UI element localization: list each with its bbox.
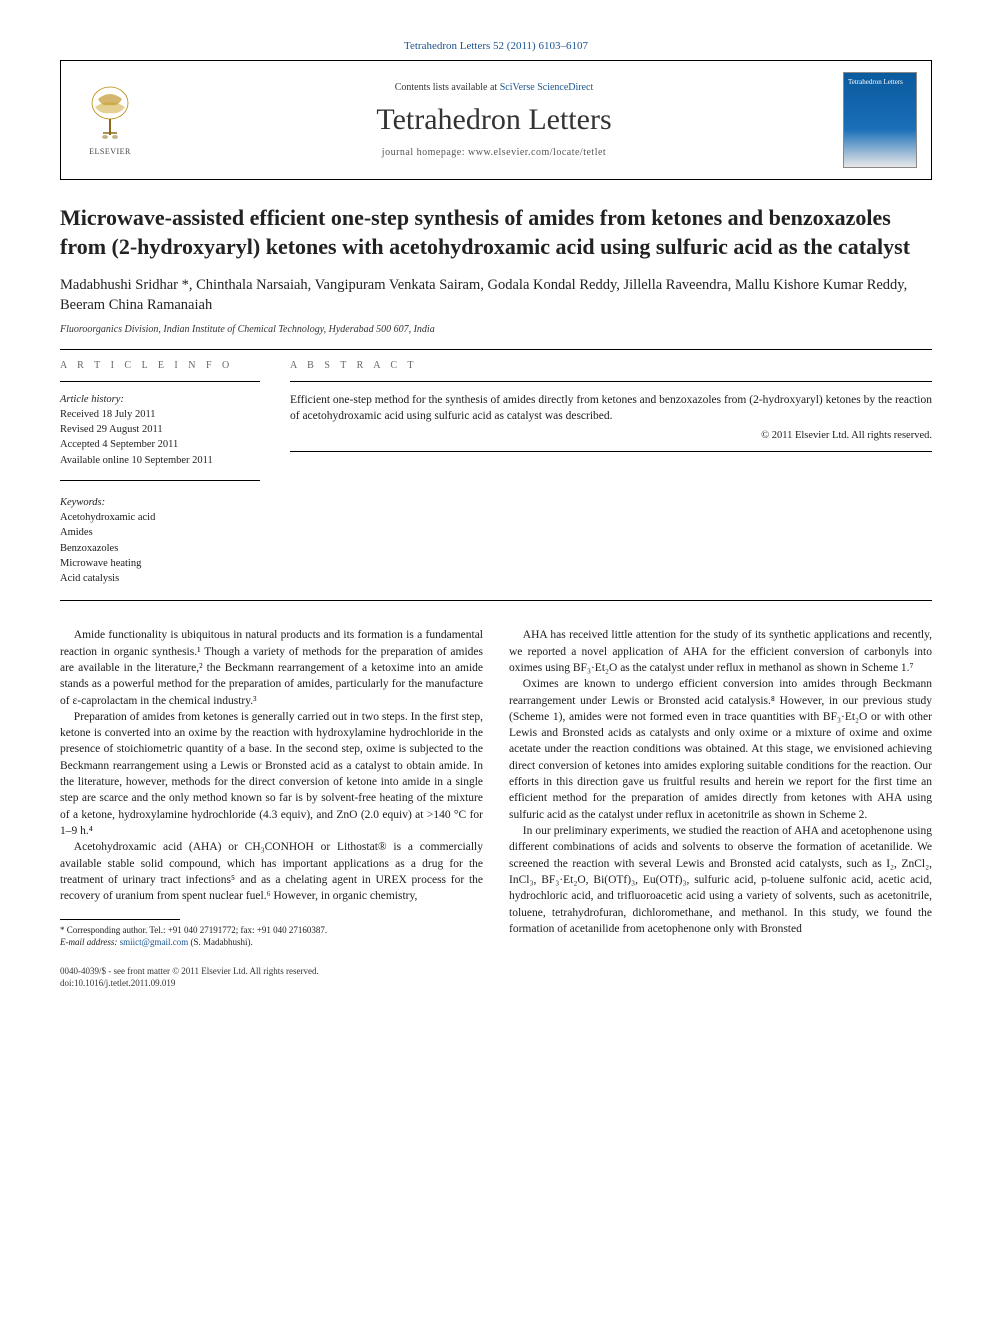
divider — [290, 451, 932, 452]
footnote-separator — [60, 919, 180, 920]
email-label: E-mail address: — [60, 937, 117, 947]
keyword: Benzoxazoles — [60, 541, 260, 556]
body-paragraph: In our preliminary experiments, we studi… — [509, 823, 932, 937]
keyword: Acid catalysis — [60, 571, 260, 586]
revised-date: Revised 29 August 2011 — [60, 422, 260, 437]
body-paragraph: Amide functionality is ubiquitous in nat… — [60, 627, 483, 709]
article-info-label: A R T I C L E I N F O — [60, 360, 260, 371]
body-text: Amide functionality is ubiquitous in nat… — [60, 627, 932, 948]
email-address[interactable]: smiict@gmail.com — [120, 937, 189, 947]
keyword: Amides — [60, 525, 260, 540]
front-matter-line: 0040-4039/$ - see front matter © 2011 El… — [60, 966, 932, 978]
sciencedirect-link[interactable]: SciVerse ScienceDirect — [500, 82, 594, 93]
keyword: Acetohydroxamic acid — [60, 510, 260, 525]
article-history: Article history: Received 18 July 2011 R… — [60, 392, 260, 468]
article-info-column: A R T I C L E I N F O Article history: R… — [60, 360, 260, 586]
keywords-label: Keywords: — [60, 495, 260, 510]
authors-list: Madabhushi Sridhar *, Chinthala Narsaiah… — [60, 275, 932, 316]
elsevier-tree-icon — [83, 85, 137, 145]
abstract-label: A B S T R A C T — [290, 360, 932, 371]
info-abstract-row: A R T I C L E I N F O Article history: R… — [60, 360, 932, 586]
body-paragraph: AHA has received little attention for th… — [509, 627, 932, 676]
elsevier-label: ELSEVIER — [89, 147, 131, 156]
abstract-column: A B S T R A C T Efficient one-step metho… — [290, 360, 932, 586]
article-title: Microwave-assisted efficient one-step sy… — [60, 204, 932, 261]
journal-header-box: ELSEVIER Contents lists available at Sci… — [60, 60, 932, 180]
corr-author-contact: * Corresponding author. Tel.: +91 040 27… — [60, 924, 483, 936]
body-paragraph: Acetohydroxamic acid (AHA) or CH₃CONHOH … — [60, 839, 483, 904]
accepted-date: Accepted 4 September 2011 — [60, 437, 260, 452]
affiliation: Fluoroorganics Division, Indian Institut… — [60, 324, 932, 335]
received-date: Received 18 July 2011 — [60, 407, 260, 422]
history-label: Article history: — [60, 392, 260, 407]
body-paragraph: Oximes are known to undergo efficient co… — [509, 676, 932, 823]
divider — [290, 381, 932, 382]
footer: 0040-4039/$ - see front matter © 2011 El… — [60, 966, 932, 989]
journal-cover-thumbnail: Tetrahedron Letters — [843, 72, 917, 168]
journal-title: Tetrahedron Letters — [145, 103, 843, 137]
doi-line: doi:10.1016/j.tetlet.2011.09.019 — [60, 978, 932, 990]
homepage-url: www.elsevier.com/locate/tetlet — [468, 147, 606, 158]
email-suffix: (S. Madabhushi). — [190, 937, 252, 947]
keywords-block: Keywords: Acetohydroxamic acid Amides Be… — [60, 495, 260, 586]
online-date: Available online 10 September 2011 — [60, 453, 260, 468]
homepage-line: journal homepage: www.elsevier.com/locat… — [145, 147, 843, 158]
divider — [60, 349, 932, 350]
elsevier-logo: ELSEVIER — [75, 80, 145, 160]
citation-header: Tetrahedron Letters 52 (2011) 6103–6107 — [60, 40, 932, 52]
body-paragraph: Preparation of amides from ketones is ge… — [60, 709, 483, 840]
homepage-prefix: journal homepage: — [382, 147, 468, 158]
keyword: Microwave heating — [60, 556, 260, 571]
contents-line: Contents lists available at SciVerse Sci… — [145, 82, 843, 93]
cover-label: Tetrahedron Letters — [848, 79, 912, 87]
journal-center: Contents lists available at SciVerse Sci… — [145, 82, 843, 158]
divider — [60, 480, 260, 481]
corresponding-author-footnote: * Corresponding author. Tel.: +91 040 27… — [60, 924, 483, 948]
divider — [60, 381, 260, 382]
abstract-copyright: © 2011 Elsevier Ltd. All rights reserved… — [290, 430, 932, 441]
divider — [60, 600, 932, 601]
contents-prefix: Contents lists available at — [395, 82, 500, 93]
abstract-text: Efficient one-step method for the synthe… — [290, 392, 932, 424]
